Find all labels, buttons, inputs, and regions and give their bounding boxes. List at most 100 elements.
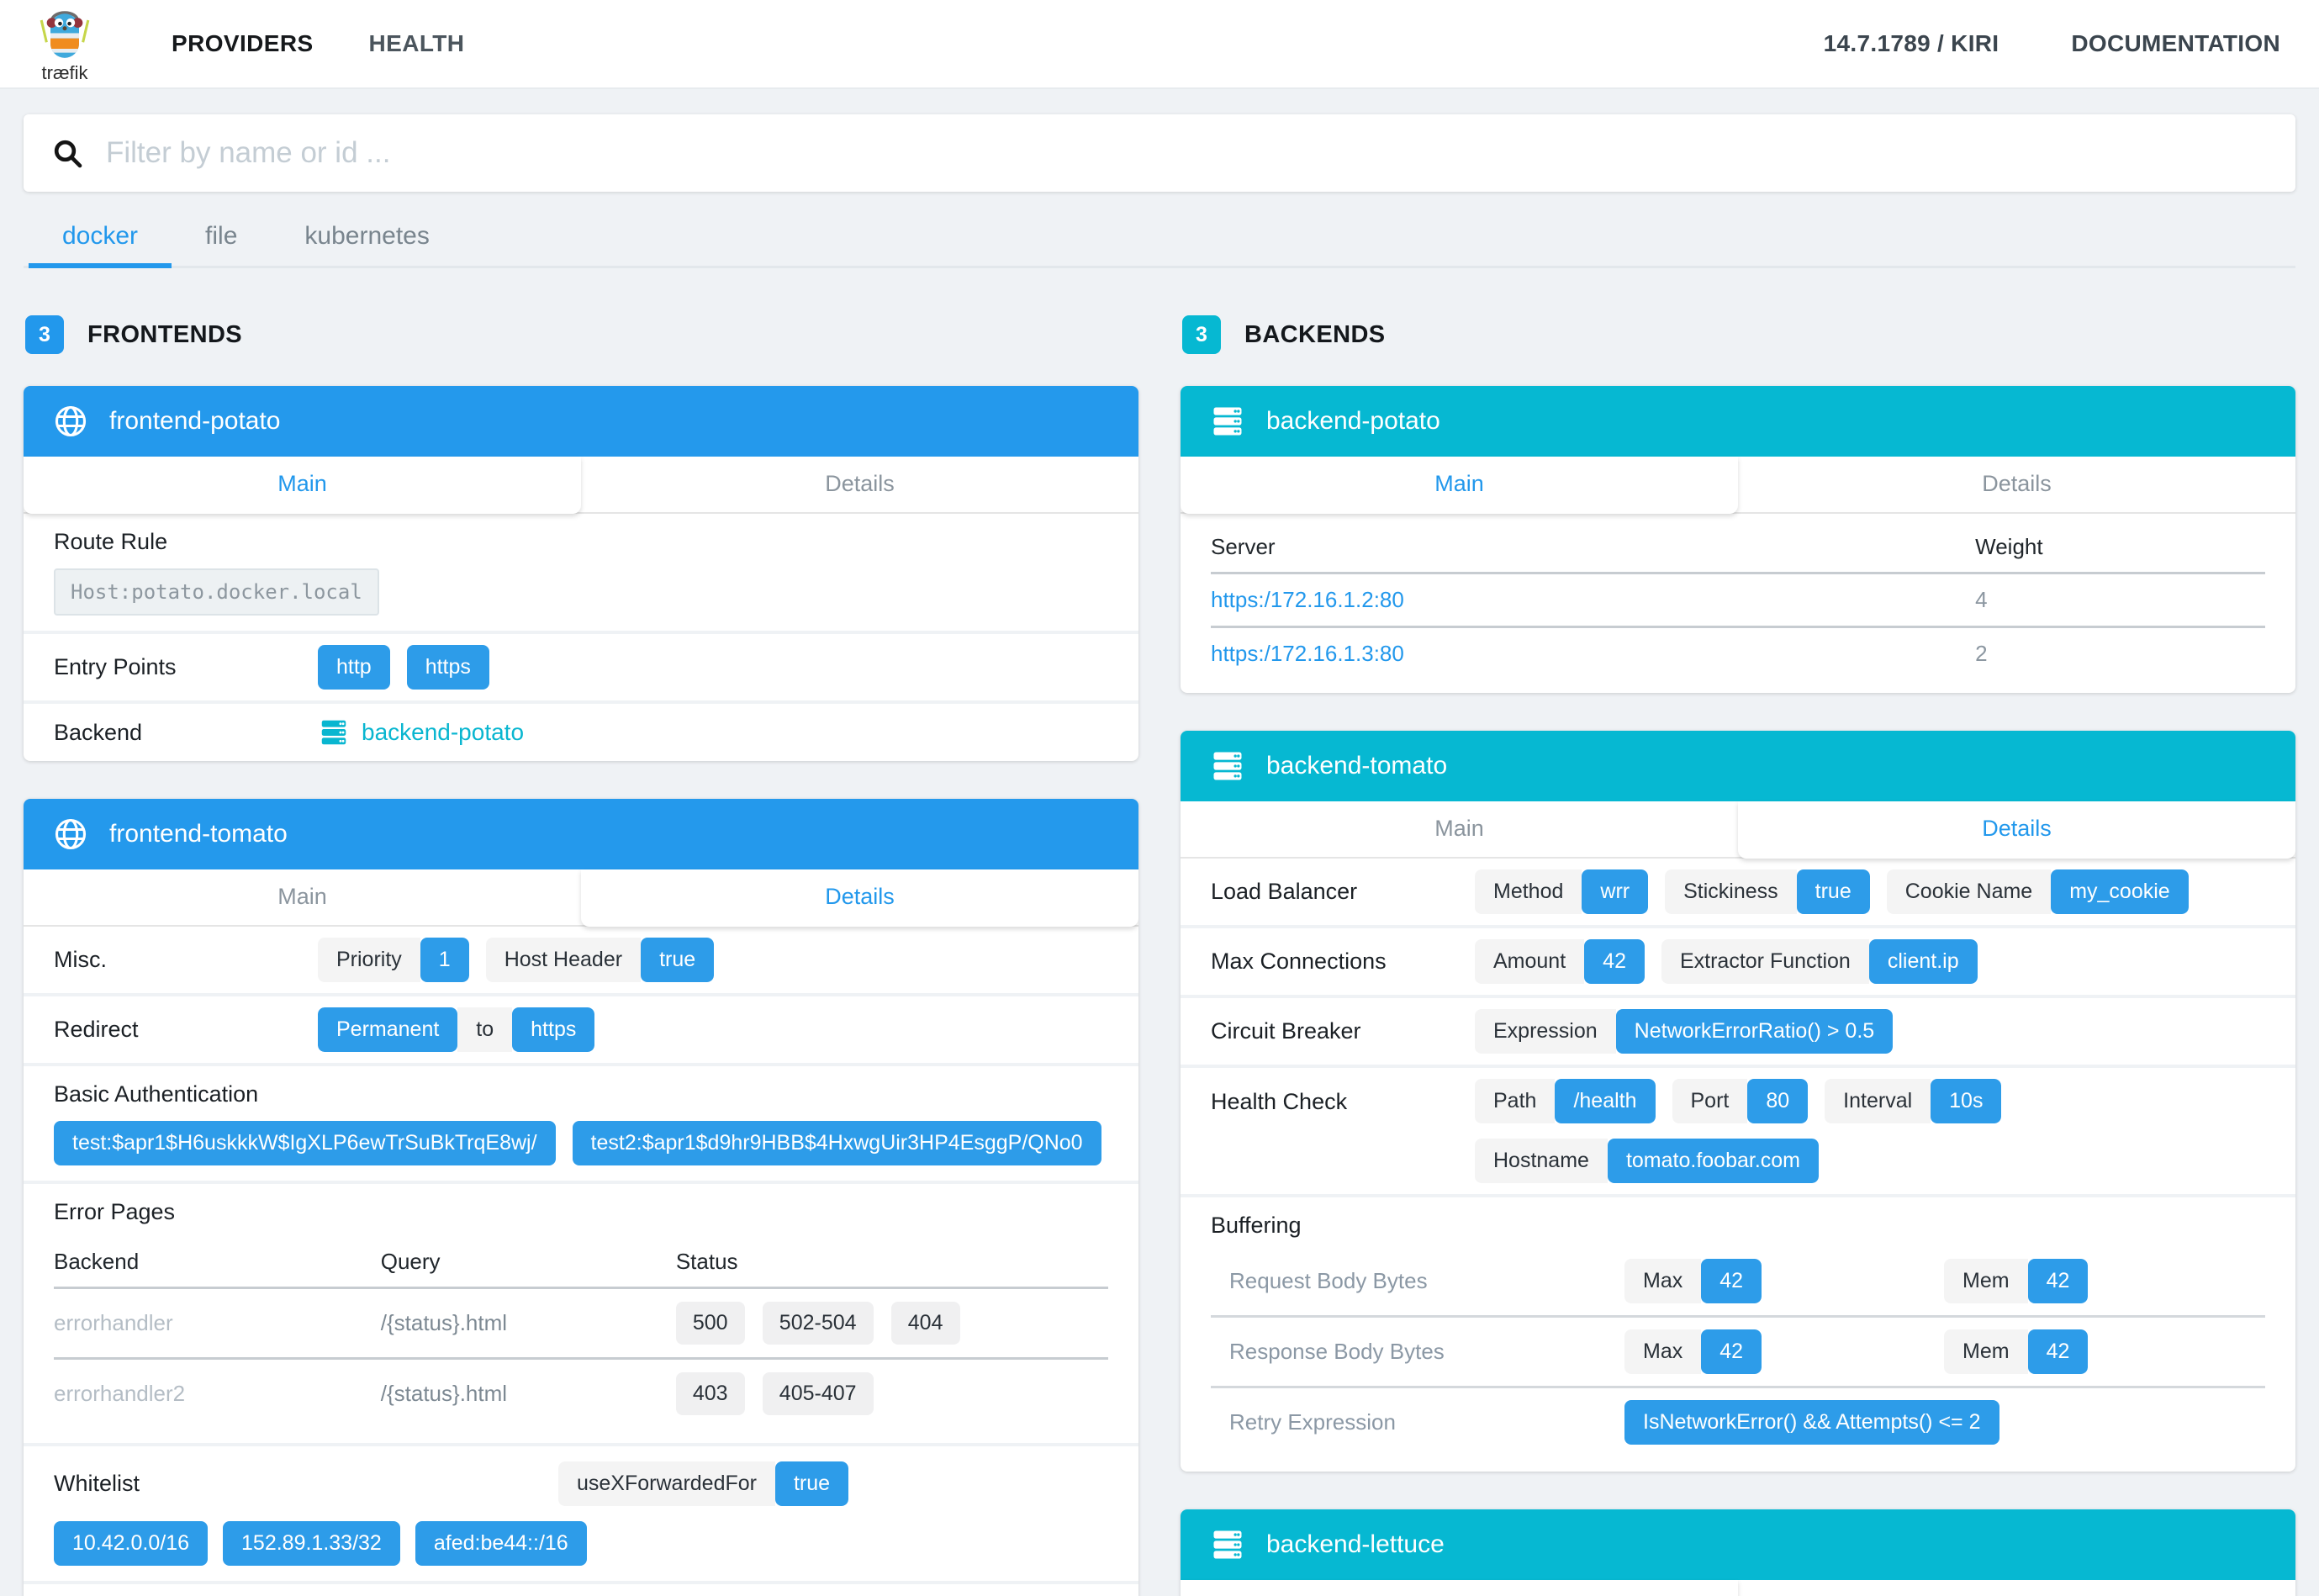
globe-icon [52, 403, 89, 440]
table-row: errorhandler /{status}.html 500 502-504 … [54, 1288, 1108, 1359]
chip-value: client.ip [1868, 939, 1978, 984]
chip-key: Amount [1475, 939, 1585, 984]
retry-expression-badge: IsNetworkError() && Attempts() <= 2 [1624, 1400, 1999, 1445]
documentation-link[interactable]: DOCUMENTATION [2071, 30, 2280, 56]
tab-details[interactable]: Details [581, 869, 1138, 927]
tab-main[interactable]: Main [1181, 1580, 1738, 1596]
table-row: errorhandler2 /{status}.html 403 405-407 [54, 1357, 1108, 1428]
chip-key: Mem [1944, 1329, 2028, 1374]
entry-points-row: Entry Points http https [24, 631, 1138, 700]
tab-details[interactable]: Details [1738, 1580, 2295, 1596]
chip-key: Cookie Name [1886, 869, 2052, 914]
card-tabs: Main Details [1181, 801, 2295, 859]
whitelist-block: Whitelist useXForwardedFor true 10.42.0.… [24, 1443, 1138, 1581]
backend-name: backend-lettuce [1266, 1530, 1445, 1558]
provider-tabs: docker file kubernetes [24, 210, 2295, 268]
backend-link-label: backend-potato [362, 719, 525, 745]
expression-chip: Expression NetworkErrorRatio() > 0.5 [1475, 1009, 1894, 1054]
main-nav: PROVIDERS HEALTH [172, 30, 464, 57]
servers-table-wrap: Server Weight https:/172.16.1.2:80 4 htt… [1181, 514, 2295, 693]
health-check-row: Health Check Path /health Port 80 [1181, 1065, 2295, 1194]
chip-value: /health [1555, 1079, 1656, 1123]
traefik-logo[interactable]: træfik [39, 6, 91, 82]
error-backend: errorhandler2 [54, 1357, 381, 1428]
tab-main[interactable]: Main [24, 869, 581, 925]
headers-block: Headers Custom Request Headers [24, 1581, 1138, 1596]
tab-main[interactable]: Main [1181, 457, 1738, 514]
card-header: frontend-tomato [24, 799, 1138, 869]
tab-details[interactable]: Details [581, 457, 1138, 512]
port-chip: Port 80 [1672, 1079, 1809, 1123]
chip-key: to [457, 1007, 513, 1052]
tab-main[interactable]: Main [1181, 801, 1738, 857]
max-chip: Max 42 [1624, 1329, 1762, 1374]
tab-main[interactable]: Main [24, 457, 581, 514]
basic-auth-badge: test2:$apr1$d9hr9HBB$4HxwgUir3HP4EsggP/Q… [572, 1121, 1101, 1165]
chip-value: https [512, 1007, 595, 1052]
col-header-status: Status [675, 1234, 1108, 1289]
version-label: 14.7.1789 / KIRI [1823, 30, 1999, 56]
redirect-row: Redirect Permanent to https [24, 993, 1138, 1063]
response-body-bytes-row: Response Body Bytes Max 42 Mem [1211, 1315, 2265, 1386]
chip-value: 80 [1747, 1079, 1809, 1123]
retry-expression-label: Retry Expression [1229, 1409, 1396, 1435]
page-content: docker file kubernetes 3 FRONTENDS [0, 114, 2319, 1596]
tab-file[interactable]: file [205, 222, 238, 250]
servers-icon [1209, 1526, 1246, 1563]
chip-key: Max [1624, 1259, 1702, 1303]
chip-value: 1 [420, 938, 469, 982]
redirect-chip: Permanent to https [318, 1007, 595, 1052]
nav-item-providers[interactable]: PROVIDERS [172, 30, 314, 56]
server-weight: 2 [1975, 626, 2265, 679]
response-body-bytes-label: Response Body Bytes [1229, 1339, 1445, 1364]
card-tabs: Main Details [1181, 457, 2295, 514]
chip-key: Priority [318, 938, 420, 982]
max-connections-label: Max Connections [1211, 949, 1387, 974]
backend-tomato-card: backend-tomato Main Details Load Balance… [1181, 731, 2295, 1472]
server-link[interactable]: https:/172.16.1.2:80 [1211, 587, 1404, 612]
status-chip: 405-407 [762, 1372, 874, 1415]
host-header-chip: Host Header true [485, 938, 715, 982]
whitelist-badge: 152.89.1.33/32 [223, 1521, 400, 1566]
mem-chip: Mem 42 [1944, 1259, 2089, 1303]
status-chip: 404 [890, 1302, 960, 1345]
circuit-breaker-row: Circuit Breaker Expression NetworkErrorR… [1181, 995, 2295, 1065]
tab-docker[interactable]: docker [29, 210, 172, 268]
backends-section: 3 BACKENDS backend-potato Main Deta [1181, 315, 2295, 1596]
server-link[interactable]: https:/172.16.1.3:80 [1211, 641, 1404, 666]
whitelist-badge: 10.42.0.0/16 [54, 1521, 209, 1566]
tab-details[interactable]: Details [1738, 801, 2295, 859]
chip-key: useXForwardedFor [558, 1461, 775, 1506]
route-rule-label: Route Rule [54, 529, 168, 554]
chip-value: true [641, 938, 715, 982]
method-chip: Method wrr [1475, 869, 1649, 914]
table-row: https:/172.16.1.3:80 2 [1211, 626, 2265, 679]
request-body-bytes-row: Request Body Bytes Max 42 Mem [1211, 1247, 2265, 1315]
backend-name: backend-potato [1266, 407, 1440, 435]
frontends-title: FRONTENDS [87, 320, 243, 348]
frontend-tomato-card: frontend-tomato Main Details Misc. Prior… [24, 799, 1138, 1596]
filter-input[interactable] [106, 136, 2269, 170]
error-query: /{status}.html [380, 1310, 508, 1335]
entry-point-badge: https [406, 645, 489, 690]
chip-value: NetworkErrorRatio() > 0.5 [1615, 1009, 1894, 1054]
backend-label: Backend [54, 719, 143, 745]
nav-item-health[interactable]: HEALTH [368, 30, 465, 56]
buffering-block: Buffering Request Body Bytes Max 42 [1181, 1194, 2295, 1472]
server-weight: 4 [1975, 587, 1988, 612]
tab-kubernetes[interactable]: kubernetes [304, 222, 430, 250]
chip-key: Expression [1475, 1009, 1616, 1054]
card-tabs: Main Details [1181, 1580, 2295, 1596]
frontend-potato-card: frontend-potato Main Details Route Rule … [24, 386, 1138, 761]
tab-details[interactable]: Details [1738, 457, 2295, 512]
backend-link[interactable]: backend-potato [318, 716, 524, 748]
card-header: backend-tomato [1181, 731, 2295, 801]
card-tabs: Main Details [24, 869, 1138, 927]
backend-lettuce-card: backend-lettuce Main Details [1181, 1509, 2295, 1596]
chip-value: 42 [2027, 1259, 2089, 1303]
misc-label: Misc. [54, 947, 107, 972]
chip-value: my_cookie [2051, 869, 2189, 914]
chip-key: Path [1475, 1079, 1556, 1123]
backend-row: Backend [24, 700, 1138, 761]
chip-value: 10s [1931, 1079, 2002, 1123]
